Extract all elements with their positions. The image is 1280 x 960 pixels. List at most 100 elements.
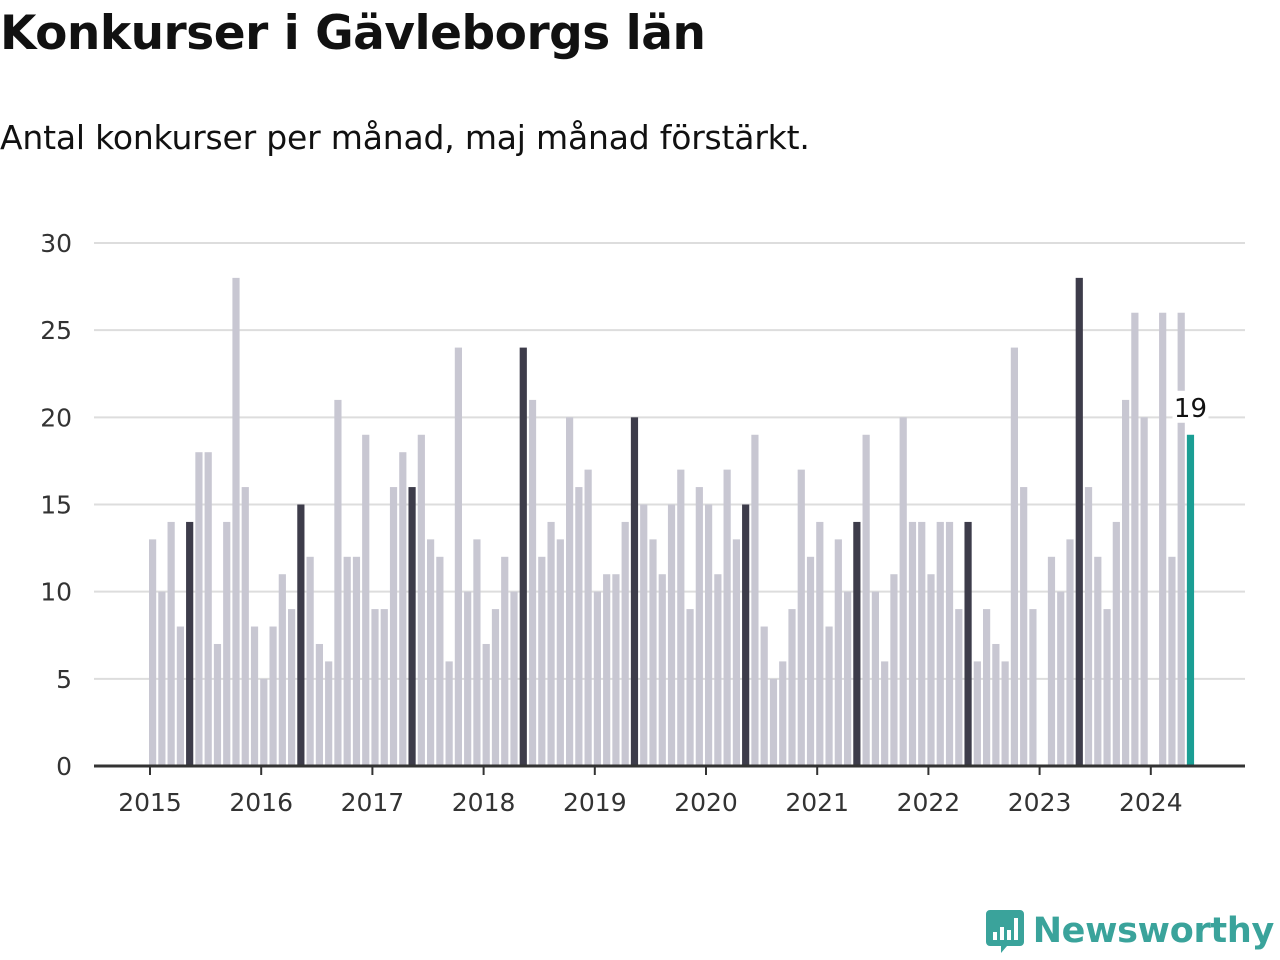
bar <box>955 609 963 766</box>
newsworthy-logo-icon <box>985 910 1024 953</box>
x-tick-label: 2020 <box>674 788 738 817</box>
bar <box>380 609 388 766</box>
bar <box>575 487 583 766</box>
bar <box>445 661 453 766</box>
bar <box>566 417 574 766</box>
bar <box>223 521 231 766</box>
bar <box>992 643 1000 766</box>
bar <box>964 521 972 766</box>
bar <box>899 417 907 766</box>
newsworthy-brand: Newsworthy <box>985 908 1274 954</box>
bar <box>501 556 509 766</box>
bar <box>714 574 722 766</box>
bar <box>362 434 370 766</box>
bar <box>816 521 824 766</box>
bar <box>1075 277 1083 766</box>
bar <box>751 434 759 766</box>
bar <box>464 591 472 766</box>
x-tick-label: 2016 <box>229 788 293 817</box>
bar <box>1020 487 1028 766</box>
bar <box>1057 591 1065 766</box>
bar <box>1122 399 1130 766</box>
bar <box>918 521 926 766</box>
bar <box>649 539 657 766</box>
bar <box>547 521 555 766</box>
x-tick-label: 2017 <box>341 788 405 817</box>
x-tick-label: 2015 <box>118 788 182 817</box>
bar <box>779 661 787 766</box>
y-tick-label: 25 <box>40 316 72 345</box>
bar <box>250 626 259 766</box>
bar <box>1159 312 1167 766</box>
bar <box>427 539 435 766</box>
bar <box>519 347 527 766</box>
bar <box>593 591 601 766</box>
bar <box>352 556 361 766</box>
bar <box>1047 556 1056 766</box>
bar <box>677 469 685 766</box>
bar <box>1010 347 1018 766</box>
bar <box>343 556 351 766</box>
bar <box>640 504 648 766</box>
bar <box>797 469 805 766</box>
brand-name: Newsworthy <box>1032 911 1275 951</box>
bar <box>936 521 944 766</box>
bar <box>389 487 398 766</box>
bar <box>269 626 277 766</box>
bar <box>881 661 889 766</box>
bar <box>1084 487 1093 766</box>
bar <box>325 661 333 766</box>
bar <box>603 574 611 766</box>
bar <box>825 626 833 766</box>
bar <box>1112 521 1120 766</box>
bar <box>667 504 676 766</box>
bar <box>908 521 917 766</box>
bar <box>1001 661 1009 766</box>
bar <box>853 521 861 766</box>
bar <box>241 487 249 766</box>
bar <box>983 609 991 766</box>
y-tick-label: 20 <box>40 403 72 432</box>
bar <box>973 661 981 766</box>
bar <box>260 678 268 766</box>
bar <box>288 609 296 766</box>
bar <box>473 539 481 766</box>
y-tick-label: 5 <box>56 665 72 694</box>
bar <box>158 591 166 766</box>
bar <box>927 574 935 766</box>
bar <box>454 347 462 766</box>
bar <box>695 487 703 766</box>
x-tick-label: 2018 <box>452 788 516 817</box>
bar <box>408 487 416 766</box>
bar <box>167 521 175 766</box>
bar <box>760 626 768 766</box>
x-tick-label: 2021 <box>785 788 849 817</box>
bar <box>788 609 796 766</box>
x-tick-label: 2022 <box>897 788 961 817</box>
bar <box>945 521 954 766</box>
bar <box>306 556 314 766</box>
chart-title: Konkurser i Gävleborgs län <box>0 6 706 61</box>
bar <box>1029 609 1037 766</box>
bar <box>806 556 815 766</box>
y-tick-label: 0 <box>56 752 72 781</box>
bar <box>862 434 870 766</box>
bar <box>315 643 323 766</box>
latest-label-bg <box>1172 390 1209 423</box>
bars <box>149 277 1195 766</box>
bar <box>621 521 629 766</box>
bar <box>723 469 731 766</box>
bar <box>213 643 222 766</box>
bar <box>1186 434 1195 766</box>
x-tick-label: 2023 <box>1008 788 1072 817</box>
bar <box>491 609 500 766</box>
bar <box>334 399 342 766</box>
bar <box>834 539 842 766</box>
bar <box>732 539 740 766</box>
chart-subtitle: Antal konkurser per månad, maj månad för… <box>0 118 810 157</box>
x-axis: 2015 2016 2017 2018 2019 2020 2021 2022 2023 2024 <box>94 764 1245 817</box>
bar <box>612 574 620 766</box>
bar <box>538 556 546 766</box>
bar <box>232 277 240 766</box>
latest-value-label: 19 <box>1174 394 1207 424</box>
